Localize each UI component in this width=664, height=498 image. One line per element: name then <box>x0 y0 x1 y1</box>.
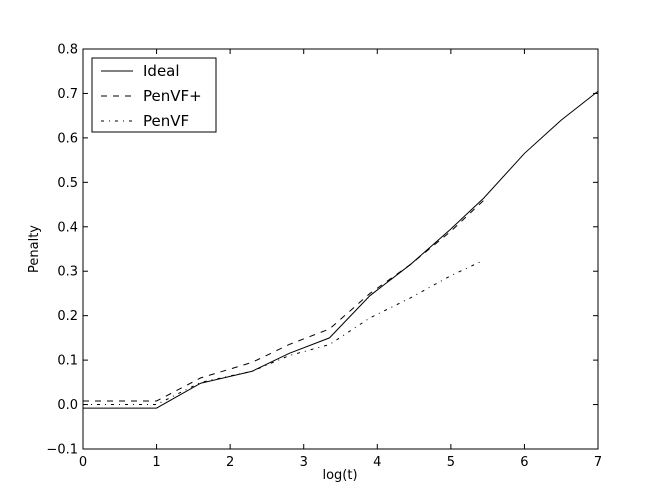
x-tick-label: 0 <box>79 455 87 470</box>
y-tick-label: 0.8 <box>57 43 78 58</box>
series-line-penvf <box>83 259 485 406</box>
x-tick-label: 3 <box>300 455 308 470</box>
series-line-ideal <box>83 90 599 409</box>
y-tick-label: 0.5 <box>57 176 78 191</box>
y-tick-label: 0.3 <box>57 265 78 280</box>
x-axis-label: log(t) <box>322 468 357 483</box>
tick-labels-layer: 0 1 2 3 4 5 6 7 −0.1 0.0 0.1 0.2 0.3 0.4 0.5 0.6 0.7 0.8 <box>46 43 602 471</box>
y-tick-label: 0.4 <box>57 220 78 235</box>
plot-frame <box>82 48 599 450</box>
legend-label-penvf-plus: PenVF+ <box>143 87 202 105</box>
series-line-penvf-plus <box>83 199 485 402</box>
y-axis-label: Penalty <box>27 225 42 273</box>
y-tick-label: 0.2 <box>57 309 78 324</box>
ticks-layer <box>82 48 599 450</box>
x-tick-label: 5 <box>447 455 455 470</box>
x-tick-label: 4 <box>373 455 381 470</box>
legend: Ideal PenVF+ PenVF <box>91 57 217 133</box>
y-tick-label: 0.6 <box>57 131 78 146</box>
legend-box <box>91 57 217 133</box>
x-tick-label: 7 <box>594 455 602 470</box>
legend-label-ideal: Ideal <box>143 62 180 80</box>
y-tick-label: −0.1 <box>46 443 78 458</box>
y-tick-label: 0.7 <box>57 87 78 102</box>
series-layer <box>83 90 599 409</box>
x-tick-label: 1 <box>152 455 160 470</box>
x-tick-label: 2 <box>226 455 234 470</box>
legend-label-penvf: PenVF <box>143 112 189 130</box>
x-tick-label: 6 <box>520 455 528 470</box>
y-tick-label: 0.0 <box>57 398 78 413</box>
y-tick-label: 0.1 <box>57 354 78 369</box>
